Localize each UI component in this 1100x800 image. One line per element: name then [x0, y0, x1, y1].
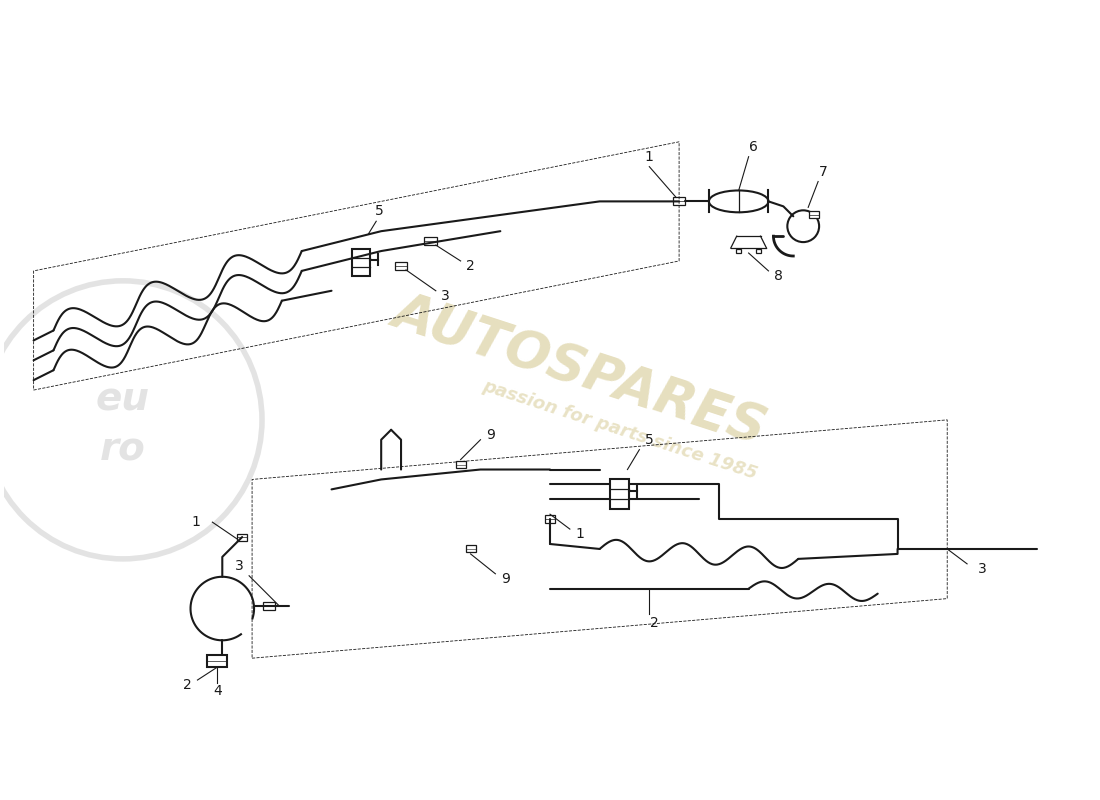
Text: 5: 5 [375, 204, 384, 218]
Text: 1: 1 [645, 150, 653, 164]
Bar [208, 655, 228, 667]
Bar [425, 237, 438, 246]
Bar [544, 515, 556, 523]
Bar [238, 534, 248, 541]
Text: 9: 9 [486, 428, 495, 442]
Text: 3: 3 [441, 289, 450, 302]
Text: 3: 3 [978, 562, 987, 576]
Bar [810, 211, 820, 218]
Bar [455, 461, 465, 468]
Text: 3: 3 [234, 559, 243, 573]
Text: 7: 7 [818, 165, 827, 178]
Text: 2: 2 [184, 678, 191, 692]
Text: 1: 1 [191, 515, 200, 529]
Text: 1: 1 [575, 527, 584, 541]
Text: AUTOSPARES: AUTOSPARES [386, 286, 773, 455]
Text: 4: 4 [213, 684, 222, 698]
Ellipse shape [708, 190, 769, 212]
Text: eu: eu [96, 381, 150, 419]
Bar [736, 249, 741, 253]
Text: 9: 9 [500, 572, 509, 586]
Bar [263, 602, 275, 610]
Bar [352, 249, 371, 276]
Bar [673, 198, 685, 206]
Text: 8: 8 [774, 269, 783, 283]
Text: 6: 6 [749, 140, 758, 154]
Text: 2: 2 [466, 259, 475, 273]
Text: 5: 5 [645, 433, 653, 446]
Bar [756, 249, 761, 253]
Bar [395, 262, 407, 270]
Text: 2: 2 [650, 617, 659, 630]
Bar [609, 479, 629, 510]
Bar [465, 546, 475, 553]
Text: ro: ro [100, 430, 146, 469]
Text: passion for parts since 1985: passion for parts since 1985 [480, 377, 759, 483]
